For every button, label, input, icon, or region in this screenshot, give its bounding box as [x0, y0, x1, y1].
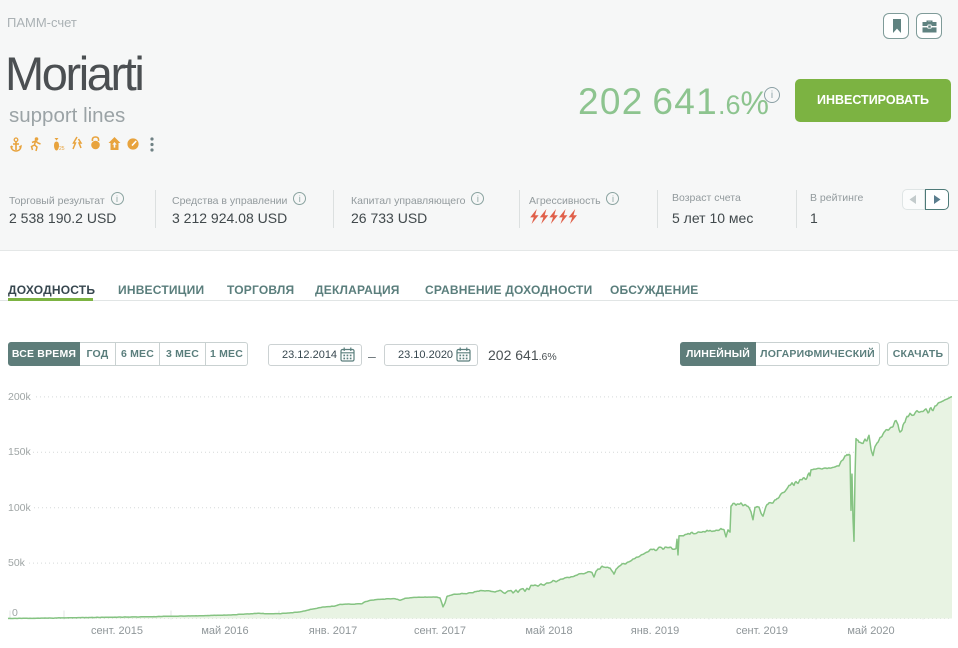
- svg-text:май 2018: май 2018: [525, 625, 572, 637]
- svg-text:май 2020: май 2020: [847, 625, 894, 637]
- svg-text:янв. 2017: янв. 2017: [309, 625, 357, 637]
- svg-text:сент. 2019: сент. 2019: [736, 625, 788, 637]
- svg-text:0: 0: [12, 607, 18, 619]
- svg-text:сент. 2017: сент. 2017: [414, 625, 466, 637]
- svg-text:25: 25: [59, 146, 65, 152]
- svg-text:май 2016: май 2016: [201, 625, 248, 637]
- svg-text:сент. 2015: сент. 2015: [91, 625, 143, 637]
- svg-text:янв. 2019: янв. 2019: [631, 625, 679, 637]
- svg-text:100k: 100k: [8, 502, 32, 514]
- svg-text:150k: 150k: [8, 446, 32, 458]
- svg-text:200k: 200k: [8, 391, 32, 403]
- svg-text:50k: 50k: [8, 557, 26, 569]
